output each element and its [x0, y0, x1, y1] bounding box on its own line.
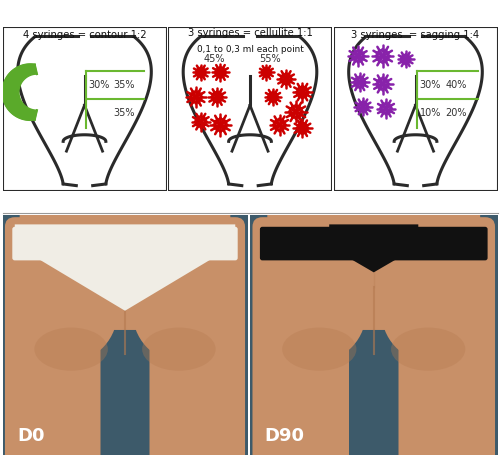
- FancyBboxPatch shape: [12, 227, 237, 260]
- Text: D90: D90: [265, 427, 305, 445]
- Polygon shape: [52, 258, 199, 311]
- Text: 35%: 35%: [113, 80, 134, 90]
- Ellipse shape: [381, 260, 475, 361]
- Text: 20%: 20%: [446, 108, 467, 118]
- FancyBboxPatch shape: [5, 217, 117, 457]
- Text: 4 syringes = contour 1:2: 4 syringes = contour 1:2: [22, 30, 146, 40]
- Text: 0,1 to 0,3 ml each point: 0,1 to 0,3 ml each point: [196, 45, 304, 53]
- Ellipse shape: [142, 328, 216, 371]
- Text: 40%: 40%: [446, 80, 467, 90]
- Ellipse shape: [391, 328, 466, 371]
- Polygon shape: [2, 64, 37, 120]
- Ellipse shape: [282, 328, 356, 371]
- Ellipse shape: [34, 328, 108, 371]
- Text: D0: D0: [17, 427, 44, 445]
- Polygon shape: [329, 224, 418, 272]
- Ellipse shape: [132, 260, 226, 361]
- FancyBboxPatch shape: [20, 207, 231, 378]
- FancyBboxPatch shape: [132, 217, 245, 457]
- FancyBboxPatch shape: [268, 207, 480, 378]
- FancyBboxPatch shape: [100, 330, 150, 457]
- Polygon shape: [15, 224, 235, 311]
- FancyBboxPatch shape: [252, 217, 366, 457]
- Text: 45%: 45%: [203, 54, 224, 64]
- Text: 10%: 10%: [420, 108, 441, 118]
- Text: 30%: 30%: [420, 80, 441, 90]
- Text: 3 syringes  = sagging 1:4: 3 syringes = sagging 1:4: [352, 30, 480, 40]
- Text: 35%: 35%: [113, 108, 134, 118]
- Ellipse shape: [272, 260, 366, 361]
- Text: 3 syringes = cellulite 1:1: 3 syringes = cellulite 1:1: [188, 28, 312, 38]
- Ellipse shape: [24, 260, 118, 361]
- Text: 55%: 55%: [259, 54, 280, 64]
- FancyBboxPatch shape: [349, 330, 399, 457]
- FancyBboxPatch shape: [381, 217, 495, 457]
- FancyBboxPatch shape: [260, 227, 488, 260]
- Text: 30%: 30%: [88, 80, 110, 90]
